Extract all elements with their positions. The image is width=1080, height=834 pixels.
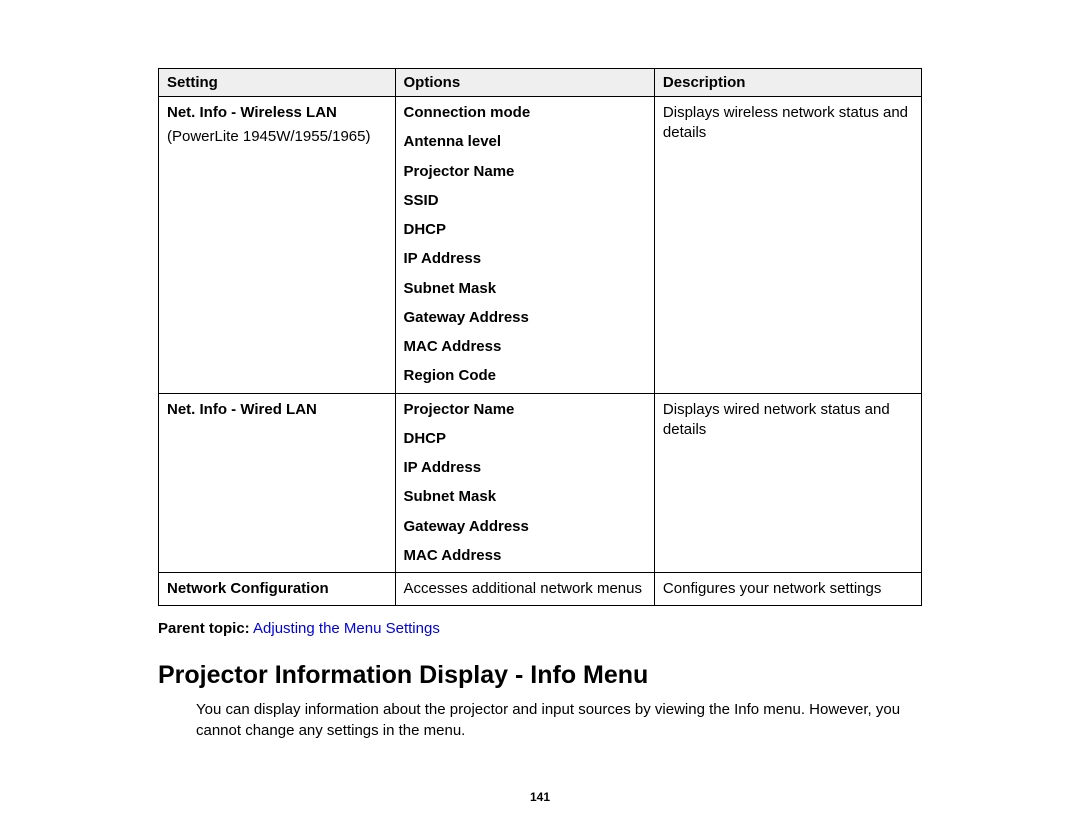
option-item: SSID [404, 191, 646, 211]
setting-title: Net. Info - Wireless LAN [167, 103, 387, 123]
option-item: Subnet Mask [404, 487, 646, 507]
option-item: Gateway Address [404, 517, 646, 537]
option-item: DHCP [404, 220, 646, 240]
option-item: MAC Address [404, 337, 646, 357]
parent-topic: Parent topic: Adjusting the Menu Setting… [158, 620, 922, 637]
option-item: MAC Address [404, 546, 646, 566]
settings-table: Setting Options Description Net. Info - … [158, 68, 922, 606]
description-cell: Configures your network settings [654, 573, 921, 606]
header-options: Options [395, 69, 654, 97]
setting-sub: (PowerLite 1945W/1955/1965) [167, 127, 387, 147]
parent-topic-label: Parent topic: [158, 620, 250, 637]
option-item: Subnet Mask [404, 279, 646, 299]
header-description: Description [654, 69, 921, 97]
option-item: DHCP [404, 429, 646, 449]
setting-title: Network Configuration [167, 579, 387, 599]
table-row: Net. Info - Wireless LAN (PowerLite 1945… [159, 97, 922, 394]
option-item: Projector Name [404, 162, 646, 182]
section-body: You can display information about the pr… [158, 700, 922, 741]
description-cell: Displays wireless network status and det… [654, 97, 921, 394]
setting-title: Net. Info - Wired LAN [167, 400, 387, 420]
table-row: Network Configuration Accesses additiona… [159, 573, 922, 606]
option-item: IP Address [404, 458, 646, 478]
option-item: Region Code [404, 366, 646, 386]
option-item: Projector Name [404, 400, 646, 420]
description-cell: Displays wired network status and detail… [654, 393, 921, 573]
option-item: Connection mode [404, 103, 646, 123]
options-plain: Accesses additional network menus [395, 573, 654, 606]
page-number: 141 [0, 790, 1080, 804]
option-item: Gateway Address [404, 308, 646, 328]
option-item: IP Address [404, 249, 646, 269]
section-heading: Projector Information Display - Info Men… [158, 661, 922, 690]
parent-topic-link[interactable]: Adjusting the Menu Settings [253, 620, 440, 637]
option-item: Antenna level [404, 132, 646, 152]
table-row: Net. Info - Wired LAN Projector Name DHC… [159, 393, 922, 573]
header-setting: Setting [159, 69, 396, 97]
